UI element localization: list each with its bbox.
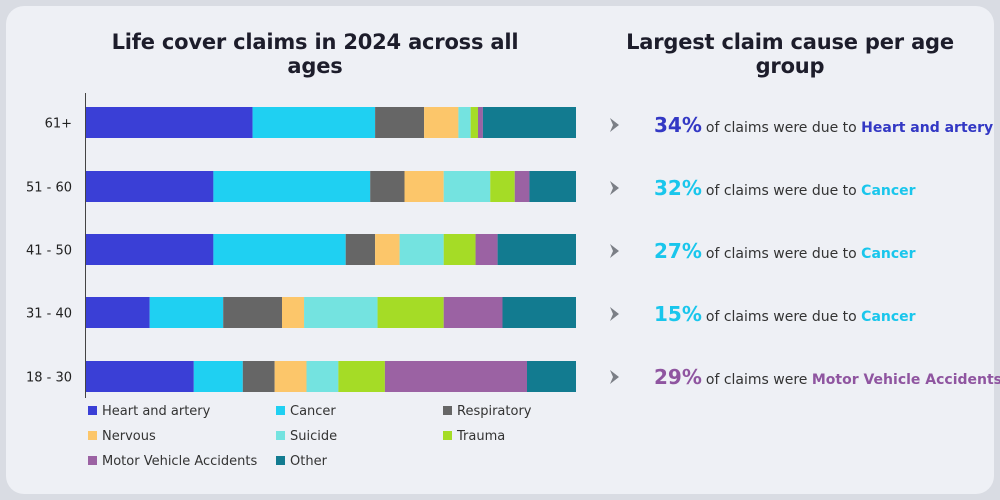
y-tick-label: 31 - 40 xyxy=(26,307,72,322)
bar-segment xyxy=(377,297,444,328)
chevron-right-icon xyxy=(610,244,619,258)
legend-item: Nervous xyxy=(88,429,156,444)
legend-swatch xyxy=(276,406,285,415)
legend-swatch xyxy=(276,431,285,440)
chevron-right-icon xyxy=(610,118,619,132)
bar-segment xyxy=(502,297,576,328)
legend-label: Heart and artery xyxy=(102,404,211,419)
bar-segment xyxy=(306,361,339,392)
fact-percentage: 34% xyxy=(654,113,702,137)
bar-segment xyxy=(458,107,471,138)
fact-text: 34% of claims were due to Heart and arter… xyxy=(654,110,993,143)
legend-label: Cancer xyxy=(290,404,336,419)
bar-segment xyxy=(375,234,400,265)
bar-segment xyxy=(304,297,378,328)
fact-cause: Motor Vehicle Accidents xyxy=(811,372,1000,388)
bar-segment xyxy=(86,361,194,392)
legend-label: Trauma xyxy=(457,429,506,444)
chevron-right-icon xyxy=(610,307,619,321)
y-tick-label: 61+ xyxy=(45,117,72,132)
legend-label: Suicide xyxy=(290,429,338,444)
legend-label: Respiratory xyxy=(457,404,532,419)
chart-title: Life cover claims in 2024 across all age… xyxy=(111,30,519,78)
legend-item: Respiratory xyxy=(443,404,531,419)
bar-segment xyxy=(490,171,515,202)
bar-segment xyxy=(274,361,307,392)
fact-text: 32% of claims were due to Cancer xyxy=(654,173,916,206)
bar-segment xyxy=(193,361,243,392)
y-tick-label: 41 - 50 xyxy=(26,244,72,259)
legend-swatch xyxy=(443,406,452,415)
fact-percentage: 32% xyxy=(654,176,702,200)
bar-segment xyxy=(213,234,346,265)
fact-text: 29% of claims were Motor Vehicle Accident… xyxy=(654,362,1000,395)
bar-segment xyxy=(399,234,444,265)
bar-segment xyxy=(86,107,253,138)
bar-segment xyxy=(149,297,224,328)
legend-swatch xyxy=(443,431,452,440)
bar-segment xyxy=(470,107,478,138)
bar-segment xyxy=(213,171,371,202)
bar-segment xyxy=(475,234,498,265)
bar-segment xyxy=(527,361,576,392)
legend-swatch xyxy=(88,431,97,440)
fact-description: of claims were due to xyxy=(705,246,862,262)
fact-cause: Heart and artery xyxy=(861,120,994,136)
legend-swatch xyxy=(88,456,97,465)
fact-description: of claims were due to xyxy=(705,183,862,199)
bar-segment xyxy=(86,171,214,202)
bar-segment xyxy=(443,171,491,202)
y-tick-label: 51 - 60 xyxy=(26,181,72,196)
legend-label: Nervous xyxy=(102,429,156,444)
bar-segment xyxy=(370,171,405,202)
bar-segment xyxy=(338,361,385,392)
bar-segment xyxy=(223,297,282,328)
bar-segment xyxy=(242,361,275,392)
bar-segment xyxy=(375,107,425,138)
fact-description: of claims were due to xyxy=(705,309,862,325)
legend-label: Motor Vehicle Accidents xyxy=(102,454,258,469)
fact-description: of claims were xyxy=(705,372,812,388)
fact-text: 27% of claims were due to Cancer xyxy=(654,236,916,269)
bar-segment xyxy=(478,107,483,138)
fact-cause: Cancer xyxy=(861,309,916,325)
legend-swatch xyxy=(88,406,97,415)
fact-cause: Cancer xyxy=(861,246,916,262)
chevron-right-icon xyxy=(610,370,619,384)
bar-segment xyxy=(497,234,576,265)
fact-description: of claims were due to xyxy=(705,120,862,136)
bar-segment xyxy=(252,107,376,138)
fact-percentage: 15% xyxy=(654,302,702,326)
bar-segment xyxy=(443,297,503,328)
bar-segment xyxy=(282,297,305,328)
legend-item: Motor Vehicle Accidents xyxy=(88,454,257,469)
fact-percentage: 29% xyxy=(654,365,702,389)
legend-item: Heart and artery xyxy=(88,404,210,419)
legend-item: Cancer xyxy=(276,404,336,419)
bar-segment xyxy=(514,171,530,202)
bar-segment xyxy=(529,171,576,202)
bar-segment xyxy=(482,107,576,138)
fact-percentage: 27% xyxy=(654,239,702,263)
bar-segment xyxy=(86,297,150,328)
bar-segment xyxy=(404,171,444,202)
chevron-right-icon xyxy=(610,181,619,195)
fact-text: 15% of claims were due to Cancer xyxy=(654,299,916,332)
legend-label: Other xyxy=(290,454,327,469)
legend-item: Suicide xyxy=(276,429,337,444)
bar-segment xyxy=(345,234,376,265)
facts-title: Largest claim cause per age group xyxy=(626,30,954,78)
fact-cause: Cancer xyxy=(861,183,916,199)
bar-segment xyxy=(443,234,476,265)
legend-swatch xyxy=(276,456,285,465)
bar-segment xyxy=(384,361,527,392)
legend-item: Other xyxy=(276,454,327,469)
bar-segment xyxy=(86,234,214,265)
y-tick-label: 18 - 30 xyxy=(26,371,72,386)
bar-segment xyxy=(424,107,459,138)
legend-item: Trauma xyxy=(443,429,505,444)
